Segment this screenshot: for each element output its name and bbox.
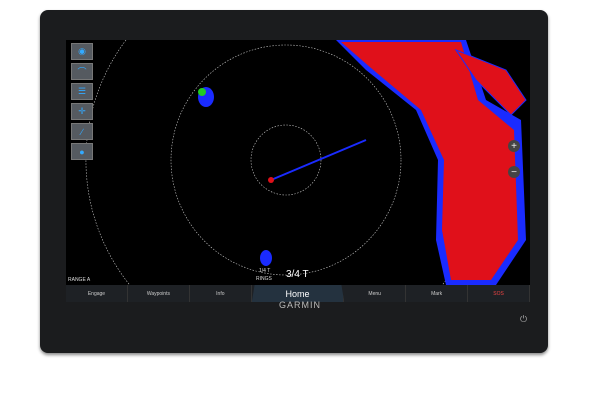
radar-icon[interactable]: ◉ [71, 43, 93, 60]
radar-display[interactable] [66, 40, 530, 302]
garmin-logo: GARMIN [279, 300, 321, 310]
zoom-out-button[interactable]: − [508, 166, 520, 178]
engage-button[interactable]: Engage [66, 285, 128, 302]
sos-button[interactable]: SOS [468, 285, 530, 302]
menu-button[interactable]: Menu [344, 285, 407, 302]
info-button[interactable]: Info [190, 285, 252, 302]
sea-clutter-icon[interactable]: ∕ [71, 123, 93, 140]
rings-value: 1/4 T [259, 268, 271, 274]
rings-label: RINGS [256, 276, 272, 282]
rain-clutter-icon[interactable]: ● [71, 143, 93, 160]
zoom-in-button[interactable]: + [508, 140, 520, 152]
radar-echoes [198, 40, 527, 285]
echo-region [454, 48, 527, 116]
radar-screen: ◉ ⌒ ☰ ✛ ∕ ● + − RANGE A 1/4 T RINGS 3/4 … [66, 40, 530, 302]
sidebar: ◉ ⌒ ☰ ✛ ∕ ● [71, 43, 93, 163]
bottom-bar: Engage Waypoints Info Home Menu Mark SOS [66, 285, 530, 302]
echo-region [270, 139, 367, 181]
echo-region [268, 177, 274, 183]
target-icon[interactable]: ✛ [71, 103, 93, 120]
echo-region [198, 88, 206, 96]
range-ring [85, 40, 146, 302]
gain-icon[interactable]: ⌒ [71, 63, 93, 80]
power-icon[interactable]: ⏻ [520, 314, 528, 324]
list-icon[interactable]: ☰ [71, 83, 93, 100]
range-value[interactable]: 3/4 T [286, 269, 309, 280]
range-ring [170, 44, 402, 276]
echo-region [260, 250, 272, 266]
mark-button[interactable]: Mark [406, 285, 469, 302]
echo-region [341, 42, 518, 280]
waypoints-button[interactable]: Waypoints [128, 285, 190, 302]
range-ring [250, 124, 322, 196]
range-label: RANGE A [68, 277, 91, 283]
